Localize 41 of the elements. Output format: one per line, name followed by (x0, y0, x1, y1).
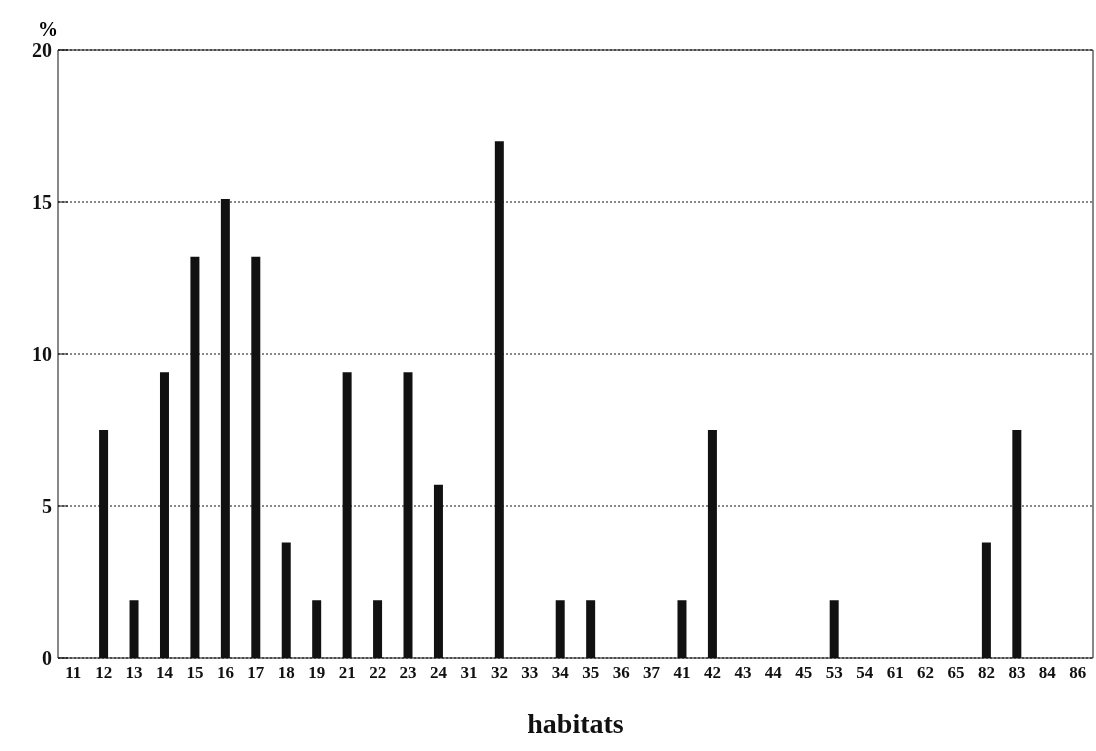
x-tick-label: 37 (643, 663, 661, 683)
y-tick-label: 10 (32, 343, 52, 366)
x-axis-title: habitats (527, 708, 624, 739)
x-tick-label: 44 (764, 663, 783, 683)
x-tick-label: 11 (65, 663, 82, 683)
x-tick-label: 42 (703, 663, 721, 683)
x-tick-label: 41 (673, 663, 691, 683)
x-tick-label: 43 (734, 663, 752, 683)
x-tick-label: 65 (947, 663, 965, 683)
x-tick-label: 31 (460, 663, 478, 683)
x-tick-label: 36 (612, 663, 630, 683)
x-tick-label: 54 (856, 663, 874, 683)
x-tick-label: 32 (490, 663, 508, 683)
x-tick-label: 16 (216, 663, 234, 683)
x-tick-label: 34 (551, 663, 570, 683)
x-tick-label: 14 (156, 663, 174, 683)
x-tick-label: 18 (277, 663, 295, 683)
x-tick-label: 22 (369, 663, 387, 683)
x-tick-label: 61 (886, 663, 904, 683)
x-tick-label: 23 (399, 663, 417, 683)
x-tick-label: 62 (917, 663, 935, 683)
x-tick-label: 84 (1038, 663, 1057, 683)
x-tick-label: 53 (825, 663, 843, 683)
x-tick-label: 24 (430, 663, 448, 683)
x-tick-label: 33 (521, 663, 539, 683)
y-axis-title: % (38, 18, 58, 41)
y-tick-label: 20 (32, 39, 52, 62)
x-tick-label: 35 (582, 663, 600, 683)
x-tick-label: 21 (338, 663, 356, 683)
x-tick-label: 17 (247, 663, 265, 683)
x-tick-label: 13 (125, 663, 143, 683)
y-tick-label: 15 (32, 191, 52, 214)
x-tick-label: 83 (1008, 663, 1026, 683)
x-tick-label: 12 (95, 663, 113, 683)
y-tick-label: 5 (42, 495, 52, 518)
x-tick-label: 19 (308, 663, 326, 683)
x-tick-label: 15 (186, 663, 204, 683)
x-tick-label: 86 (1069, 663, 1087, 683)
x-tick-label: 82 (977, 663, 995, 683)
x-tick-label: 45 (795, 663, 813, 683)
y-tick-label: 0 (42, 647, 52, 670)
